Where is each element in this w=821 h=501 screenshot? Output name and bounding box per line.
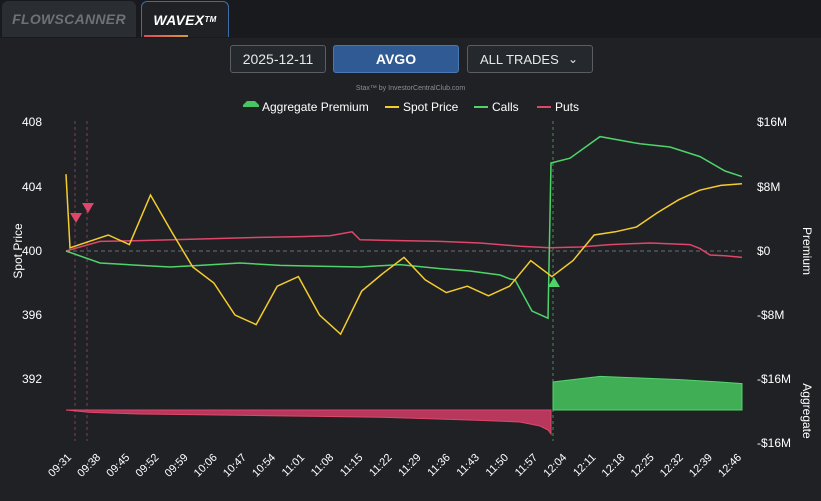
x-tick-22: 12:39: [687, 452, 715, 480]
x-tick-0: 09:31: [46, 452, 74, 480]
x-tick-8: 11:01: [280, 452, 307, 479]
chevron-down-icon: ⌄: [567, 52, 578, 66]
x-tick-21: 12:32: [658, 452, 686, 480]
credit-text: Stax™ by InvestorCentralClub.com: [355, 85, 466, 92]
ticker-button[interactable]: AVGO: [333, 45, 459, 73]
legend-label-3: Puts: [555, 100, 579, 114]
trade-filter-select[interactable]: ALL TRADES ⌄: [467, 45, 593, 73]
tab-flowscanner[interactable]: FLOWSCANNER: [2, 1, 136, 37]
date-value: 2025-12-11: [242, 51, 314, 67]
y-left-label: Spot Price: [11, 223, 25, 279]
tab-wavex[interactable]: WAVEX TM: [141, 1, 229, 37]
x-tick-4: 09:59: [163, 452, 191, 480]
marker-calls-up: [548, 277, 560, 287]
aggregate-area-positive: [552, 375, 743, 411]
date-picker[interactable]: 2025-12-11: [230, 45, 326, 73]
aggregate-area-negative: [65, 409, 552, 436]
x-tick-18: 12:11: [571, 452, 598, 479]
x-tick-20: 12:25: [629, 452, 657, 480]
y-right-tick-1: $8M: [757, 180, 780, 194]
y-right-label-aggregate: Aggregate: [800, 383, 814, 439]
x-tick-13: 11:36: [425, 452, 452, 479]
y-right-tick-0: $16M: [757, 115, 787, 129]
x-tick-11: 11:22: [367, 452, 394, 479]
x-tick-19: 12:18: [600, 452, 628, 480]
x-tick-10: 11:15: [338, 452, 365, 479]
series-puts: [65, 230, 743, 259]
wavex-chart: Aggregate Premium Spot Price Calls Puts 408…: [11, 100, 814, 480]
x-tick-7: 10:54: [250, 452, 278, 480]
tab-wavex-trademark: TM: [204, 15, 217, 24]
chart-axes: 408 404 400 396 392 Spot Price $16M $8M $0 -$8M -$…: [11, 115, 814, 480]
x-tick-1: 09:38: [75, 452, 103, 480]
marker-puts-down-1: [70, 213, 82, 223]
tab-flowscanner-label: FLOWSCANNER: [12, 11, 126, 27]
x-tick-23: 12:46: [716, 452, 744, 480]
x-tick-9: 11:08: [309, 452, 336, 479]
tab-wavex-label: WAVEX: [153, 11, 205, 28]
series-calls: [65, 135, 743, 320]
y-right-lower-tick-0: -$16M: [757, 372, 791, 386]
legend-swatch-premium: [243, 101, 259, 107]
legend-label-2: Calls: [492, 100, 519, 114]
series-spot-price: [65, 174, 743, 336]
x-tick-17: 12:04: [541, 452, 569, 480]
y-right-label-premium: Premium: [800, 227, 814, 275]
x-tick-12: 11:29: [396, 452, 423, 479]
tab-bar: FLOWSCANNER WAVEX TM: [0, 0, 821, 38]
x-tick-6: 10:47: [221, 452, 249, 480]
chart-series: [65, 135, 743, 436]
x-tick-5: 10:06: [192, 452, 220, 480]
trade-filter-value: ALL TRADES: [480, 51, 559, 67]
y-left-tick-1: 404: [22, 180, 42, 194]
y-right-tick-2: $0: [757, 244, 771, 258]
y-left-tick-4: 392: [22, 372, 42, 386]
y-right-tick-3: -$8M: [757, 308, 784, 322]
legend-label-0: Aggregate Premium: [262, 100, 369, 114]
y-left-tick-2: 400: [22, 244, 42, 258]
tab-active-accent: [144, 35, 188, 37]
x-tick-16: 11:57: [513, 452, 540, 479]
y-left-tick-0: 408: [22, 115, 42, 129]
chart-legend: Aggregate Premium Spot Price Calls Puts: [243, 100, 579, 114]
ticker-value: AVGO: [375, 51, 417, 67]
x-tick-15: 11:50: [484, 452, 511, 479]
marker-puts-down-2: [82, 203, 94, 213]
x-tick-3: 09:52: [134, 452, 162, 480]
y-left-tick-3: 396: [22, 308, 42, 322]
y-right-lower-tick-1: -$16M: [757, 436, 791, 450]
legend-label-1: Spot Price: [403, 100, 459, 114]
x-tick-2: 09:45: [104, 452, 132, 480]
x-tick-14: 11:43: [455, 452, 482, 479]
